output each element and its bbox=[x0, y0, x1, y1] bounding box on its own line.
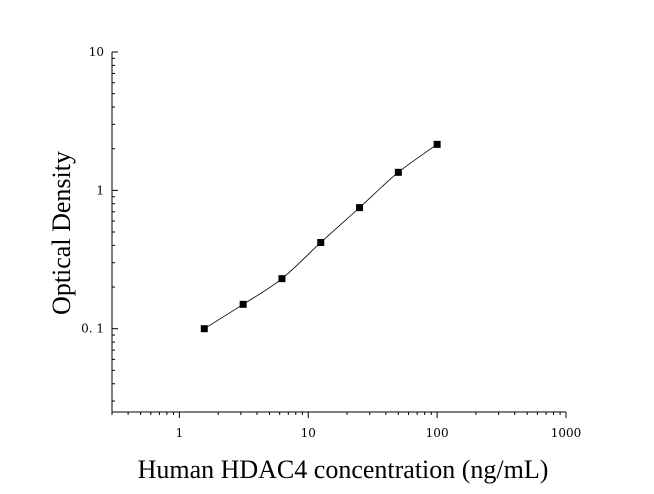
data-point bbox=[356, 204, 364, 212]
y-axis-title: Optical Density bbox=[47, 151, 76, 315]
data-points bbox=[200, 140, 441, 333]
x-tick-label: 1000 bbox=[551, 426, 582, 440]
fit-curve bbox=[204, 144, 438, 330]
data-point bbox=[394, 168, 402, 176]
x-axis-title: Human HDAC4 concentration (ng/mL) bbox=[138, 455, 549, 484]
x-tick-label: 100 bbox=[426, 426, 449, 440]
y-tick-label: 10 bbox=[89, 45, 104, 59]
fit-curve-layer bbox=[204, 144, 438, 330]
data-point bbox=[239, 300, 247, 308]
y-tick-label: 0. 1 bbox=[81, 322, 104, 336]
y-tick-label: 1 bbox=[96, 183, 104, 197]
data-point bbox=[200, 325, 208, 333]
data-point bbox=[317, 238, 325, 246]
axes bbox=[111, 52, 566, 413]
data-point bbox=[433, 140, 441, 148]
x-tick-label: 10 bbox=[301, 426, 316, 440]
x-tick-label: 1 bbox=[176, 426, 184, 440]
data-point bbox=[278, 275, 286, 283]
ticks: 1 10 100 1000 0. 1 1 10 bbox=[81, 45, 581, 440]
